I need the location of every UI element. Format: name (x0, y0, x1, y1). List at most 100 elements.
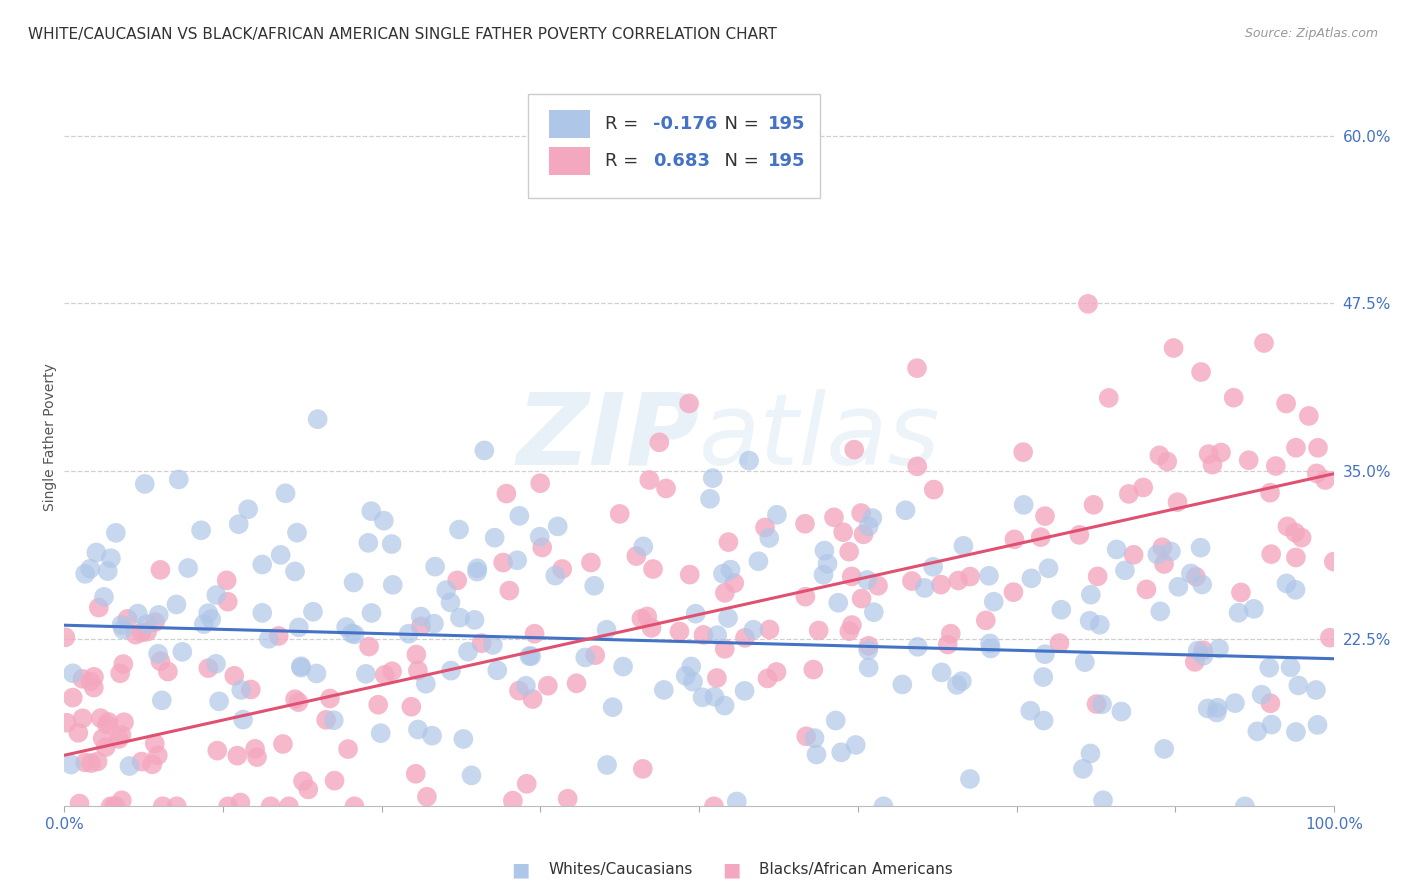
Point (720, 563, 742, 577)
Point (149, 654, 172, 668)
Point (127, 607, 149, 621)
Point (609, 507, 631, 521)
Point (492, 556, 515, 570)
Point (640, 621, 662, 635)
Point (292, 774, 315, 789)
Point (531, 541, 554, 555)
Text: R =: R = (605, 152, 644, 169)
Point (931, 665, 953, 680)
Point (1180, 566, 1202, 581)
Point (1153, 742, 1175, 756)
Point (62, 666, 84, 681)
Point (67, 726, 90, 740)
Point (1306, 718, 1329, 732)
Point (1189, 365, 1212, 379)
Point (287, 695, 309, 709)
Point (1167, 580, 1189, 594)
Point (1185, 570, 1208, 584)
Point (1087, 569, 1109, 583)
Point (717, 611, 740, 625)
Point (506, 553, 529, 567)
Point (136, 624, 159, 639)
Point (229, 796, 252, 810)
Point (1160, 544, 1182, 558)
Point (86, 545, 108, 559)
Point (652, 682, 675, 697)
Point (794, 516, 817, 531)
Point (274, 486, 297, 500)
Point (1205, 706, 1227, 720)
Point (1083, 498, 1105, 512)
Point (226, 748, 249, 763)
Point (409, 609, 432, 624)
Point (1187, 643, 1209, 657)
Point (717, 535, 740, 549)
Point (502, 794, 524, 808)
Point (423, 616, 446, 631)
Point (803, 731, 825, 745)
Point (1149, 604, 1171, 618)
Point (766, 508, 789, 522)
Point (340, 626, 363, 640)
Point (360, 504, 382, 518)
Point (72, 711, 94, 725)
Point (827, 596, 849, 610)
Point (537, 679, 560, 693)
Point (62, 690, 84, 705)
Point (612, 659, 634, 673)
Point (381, 665, 404, 679)
Point (405, 766, 427, 780)
Point (1088, 617, 1111, 632)
Point (1284, 525, 1306, 540)
Point (1246, 724, 1268, 739)
Point (447, 523, 470, 537)
Point (894, 503, 917, 517)
Point (1285, 725, 1308, 739)
Point (1032, 670, 1054, 684)
Point (117, 612, 139, 626)
Point (950, 674, 973, 689)
Point (1153, 557, 1175, 571)
Point (381, 578, 404, 592)
Point (703, 799, 725, 814)
Point (80, 756, 103, 770)
Point (519, 649, 541, 664)
Point (858, 639, 880, 653)
Point (583, 579, 606, 593)
Point (1033, 647, 1056, 661)
Point (579, 556, 602, 570)
Point (197, 606, 219, 620)
Point (838, 544, 860, 558)
Point (420, 729, 443, 743)
Point (636, 609, 658, 624)
Text: Blacks/African Americans: Blacks/African Americans (759, 863, 953, 877)
Point (508, 508, 530, 523)
Point (1021, 571, 1043, 585)
Point (714, 586, 737, 600)
Point (79, 674, 101, 689)
Point (1305, 683, 1327, 698)
Point (335, 620, 357, 634)
Point (823, 510, 845, 524)
Point (343, 627, 366, 641)
Point (342, 575, 364, 590)
Point (713, 698, 735, 713)
Point (1080, 747, 1102, 761)
Point (367, 698, 389, 712)
Point (1291, 531, 1313, 545)
Point (520, 649, 543, 664)
Point (143, 737, 166, 751)
Point (602, 700, 624, 714)
Point (668, 624, 690, 639)
Point (146, 748, 169, 763)
Point (641, 562, 664, 576)
FancyBboxPatch shape (527, 95, 820, 198)
Point (522, 692, 544, 706)
Point (83, 681, 105, 695)
Point (149, 563, 172, 577)
Point (1122, 548, 1144, 562)
Point (794, 729, 817, 743)
Point (529, 530, 551, 544)
Point (1152, 541, 1174, 555)
Point (55, 715, 77, 730)
